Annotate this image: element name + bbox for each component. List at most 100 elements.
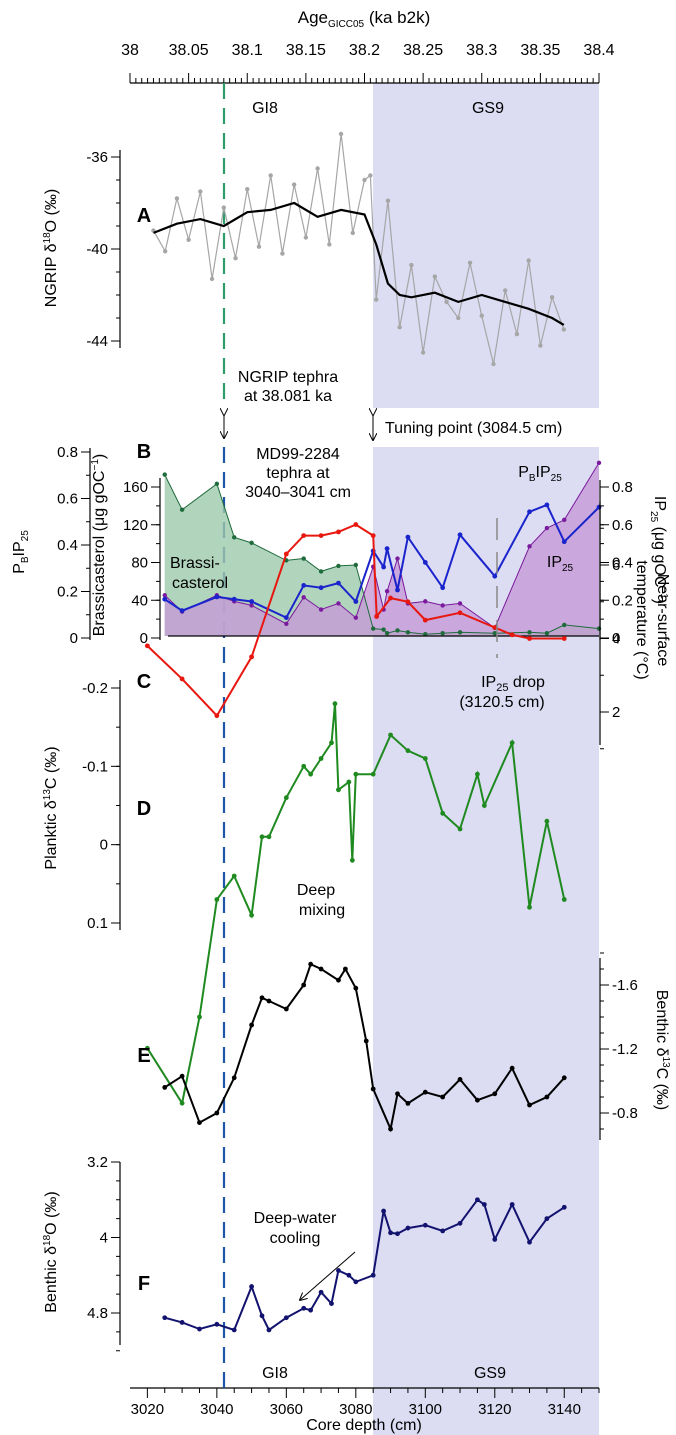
- brassicasterol-point: [544, 631, 550, 636]
- benthic-d18o-point: [395, 1231, 400, 1237]
- benthic-d18o-point: [475, 1197, 480, 1203]
- planktic-d13c-point: [544, 818, 550, 824]
- age-tick-label: 38.35: [520, 42, 560, 59]
- panel-b-ylabel-brassicasterol: Brassicasterol (μg gOC−1): [90, 454, 108, 636]
- ip25-point: [249, 603, 254, 608]
- planktic-d13c-point: [440, 810, 446, 816]
- benthic-d18o-point: [388, 1230, 393, 1236]
- pbip25-axis-tick-label: 0: [70, 630, 78, 647]
- planktic-d13c-point: [318, 756, 324, 761]
- depth-tick-label: 3080: [339, 1401, 372, 1418]
- temperature-point: [318, 533, 324, 538]
- md-tephra-label-1: MD99-2284: [256, 446, 340, 463]
- pbip25-annotation: PBIP25: [518, 464, 562, 484]
- planktic-d13c-point: [144, 1045, 150, 1051]
- ngrip-raw-point: [467, 260, 473, 265]
- benthic-d13c-point: [308, 961, 314, 967]
- planktic-d13c-tick-label: 0: [100, 837, 108, 854]
- ngrip-tick-label: -44: [86, 333, 108, 350]
- planktic-d13c-point: [527, 904, 532, 910]
- deep-mixing-annotation-1: Deep: [297, 882, 335, 899]
- brassicasterol-point: [527, 630, 532, 635]
- benthic-d13c-point: [395, 1091, 400, 1097]
- depth-tick-label: 3140: [548, 1401, 581, 1418]
- benthic-d13c-point: [405, 1101, 411, 1106]
- planktic-d13c-point: [370, 771, 376, 777]
- benthic-d18o-point: [329, 1301, 334, 1306]
- pbip25-point: [336, 580, 341, 586]
- planktic-d13c-point: [422, 756, 428, 761]
- panel-e-ylabel: Benthic δ13C (‰): [653, 990, 671, 1111]
- benthic-d13c-point: [179, 1073, 185, 1079]
- ngrip-raw-point: [198, 189, 203, 194]
- benthic-d18o-point: [544, 1216, 550, 1222]
- temperature-tick-label: 4: [612, 631, 620, 648]
- pbip25-point: [249, 599, 254, 604]
- ngrip-raw-point: [280, 251, 285, 256]
- age-tick-label: 38.2: [349, 42, 380, 59]
- benthic-d13c-tick-label: -1.6: [612, 977, 638, 994]
- ip25-point: [457, 601, 463, 606]
- brassicasterol-axis-tick-label: 160: [123, 479, 148, 496]
- brassicasterol-annotation-1: Brassi-: [170, 555, 220, 572]
- temperature-point: [457, 610, 463, 616]
- planktic-d13c-point: [332, 701, 338, 707]
- panel-f-ylabel: Benthic δ18O (‰): [42, 1191, 60, 1312]
- ip25-drop-label-2: (3120.5 cm): [459, 694, 544, 711]
- planktic-d13c-point: [561, 897, 567, 902]
- brassicasterol-point: [492, 631, 497, 636]
- panel-c-label: C: [137, 671, 151, 693]
- planktic-d13c-point: [249, 912, 254, 918]
- pbip25-point: [301, 583, 307, 588]
- panel-b-ylabel-pbip25: PBIP25: [11, 530, 31, 574]
- ip25-point: [423, 599, 428, 604]
- benthic-d18o-point: [527, 1239, 532, 1245]
- benthic-d18o-point: [214, 1321, 220, 1327]
- pbip25-axis-tick-label: 0.2: [57, 584, 78, 601]
- temperature-point: [374, 614, 380, 619]
- panel-d-label: D: [137, 798, 151, 820]
- ngrip-raw-point: [420, 350, 426, 355]
- ngrip-raw-point: [315, 166, 320, 171]
- ngrip-raw-point: [291, 182, 297, 187]
- planktic-d13c-tick-label: 0.1: [87, 915, 108, 932]
- temperature-point: [388, 595, 393, 601]
- depth-axis: 3020 3040 3060 3080 3100 3120 3140: [130, 1387, 600, 1418]
- benthic-d13c-point: [440, 1094, 446, 1100]
- benthic-d13c-point: [197, 1120, 202, 1125]
- benthic-d13c-point: [301, 982, 307, 988]
- panel-d-ylabel: Planktic δ13C (‰): [42, 746, 60, 869]
- deep-mixing-annotation-2: mixing: [299, 902, 345, 919]
- ngrip-raw-point: [456, 315, 461, 321]
- temperature-point: [561, 636, 567, 641]
- benthic-d18o-point: [492, 1236, 498, 1242]
- pbip25-point: [492, 573, 498, 579]
- pbip25-point: [405, 534, 411, 540]
- ngrip-raw-point: [303, 235, 309, 240]
- benthic-d18o-point: [422, 1222, 428, 1228]
- benthic-d13c-tick-label: -0.8: [612, 1105, 638, 1122]
- ip25-point: [284, 621, 289, 626]
- benthic-d18o-point: [259, 1313, 265, 1319]
- ngrip-raw-point: [526, 258, 531, 263]
- benthic-d13c-point: [492, 1091, 498, 1097]
- benthic-d13c-point: [231, 1075, 237, 1081]
- benthic-d18o-point: [318, 1289, 324, 1295]
- benthic-d13c-point: [353, 985, 359, 991]
- ngrip-raw-point: [374, 297, 379, 302]
- benthic-d18o-tick-label: 3.2: [87, 1154, 108, 1171]
- brassicasterol-point: [395, 628, 400, 633]
- benthic-d18o-point: [231, 1327, 237, 1333]
- md-tephra-label-2: tephra at: [266, 465, 330, 482]
- benthic-d18o-point: [308, 1307, 314, 1313]
- brassicasterol-point: [249, 540, 254, 546]
- ngrip-raw-point: [385, 198, 391, 203]
- depth-tick-label: 3120: [478, 1401, 511, 1418]
- brassicasterol-point: [232, 535, 237, 540]
- planktic-d13c-point: [259, 834, 265, 840]
- benthic-d13c-point: [318, 966, 324, 972]
- temperature-point: [492, 625, 498, 630]
- benthic-d13c-point: [457, 1077, 463, 1082]
- age-tick-label: 38.4: [583, 42, 614, 59]
